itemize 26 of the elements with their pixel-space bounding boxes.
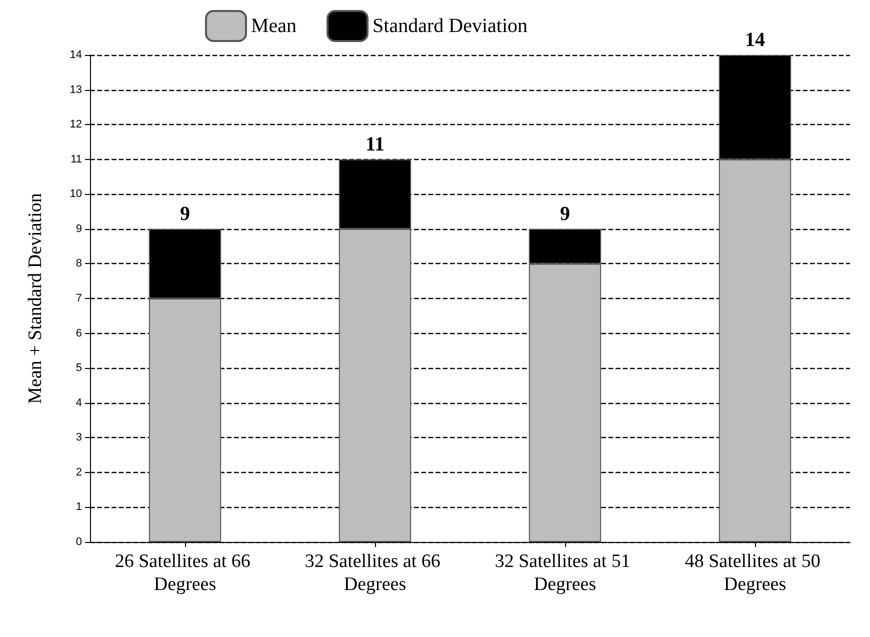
y-tick-label: 0 — [76, 536, 82, 548]
y-tick-label: 1 — [76, 501, 82, 514]
total-label: 14 — [745, 29, 765, 51]
x-tick-label: 32 Satellites at 66 Degrees — [304, 551, 446, 595]
y-tick-label: 3 — [76, 432, 82, 444]
y-tick-label: 8 — [76, 258, 82, 270]
y-tick-label: 14 — [70, 49, 82, 61]
y-axis-title: Mean + Standard Deviation — [25, 192, 46, 404]
y-tick-label: 6 — [76, 327, 82, 340]
total-label: 9 — [560, 202, 570, 225]
y-tick-label: 4 — [76, 396, 82, 409]
y-tick-label: 2 — [76, 466, 82, 478]
x-tick-label: 32 Satellites at 51 Degrees — [494, 551, 636, 595]
x-tick-label: 48 Satellites at 50 Degrees — [684, 551, 826, 595]
legend-label: Mean — [251, 15, 297, 37]
y-tick-label: 13 — [70, 84, 82, 96]
total-label: 11 — [366, 133, 384, 156]
y-tick-label: 12 — [70, 118, 82, 131]
y-tick-label: 11 — [70, 153, 82, 166]
legend-label: Standard Deviation — [372, 15, 528, 37]
y-tick-label: 5 — [76, 362, 82, 374]
y-tick-label: 7 — [76, 292, 82, 304]
y-tick-label: 9 — [76, 222, 82, 235]
x-tick-label: 26 Satellites at 66 Degrees — [114, 551, 256, 595]
y-tick-label: 10 — [70, 188, 82, 200]
total-label: 9 — [180, 202, 190, 225]
